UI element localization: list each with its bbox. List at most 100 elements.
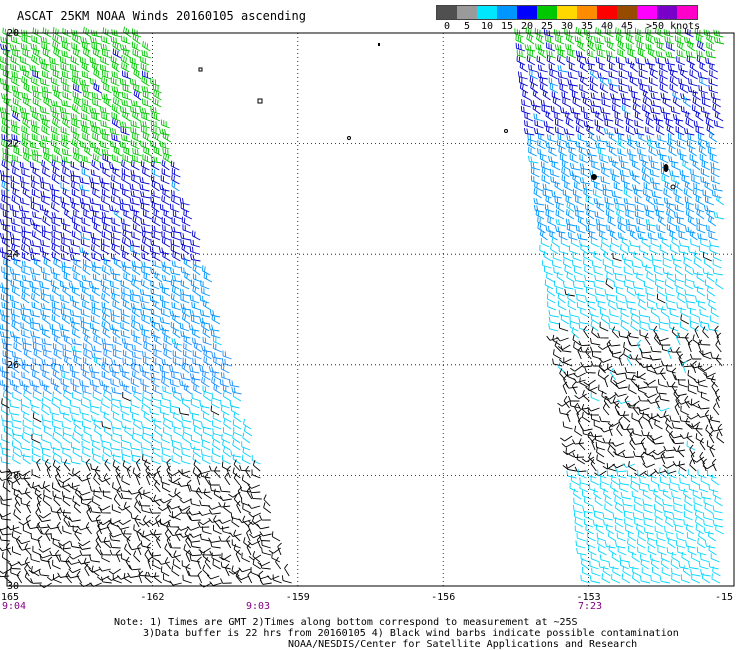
wind-barb — [563, 258, 572, 269]
wind-barb — [52, 27, 62, 38]
wind-barb — [80, 363, 90, 374]
wind-barb — [594, 495, 603, 507]
wind-barb — [544, 203, 555, 213]
wind-barb — [591, 567, 601, 577]
wind-barb — [672, 438, 684, 445]
wind-barb — [30, 161, 40, 171]
wind-barb — [246, 486, 253, 500]
wind-barb — [81, 104, 91, 115]
wind-barb — [21, 371, 31, 381]
wind-barb — [11, 76, 20, 87]
wind-barb — [180, 455, 191, 465]
wind-barb — [243, 425, 253, 437]
wind-barb — [81, 285, 91, 297]
wind-barb — [101, 370, 111, 381]
wind-barb — [143, 210, 153, 220]
wind-barb — [81, 433, 91, 444]
wind-barb — [170, 244, 180, 255]
wind-barb — [583, 511, 593, 521]
wind-barb — [19, 161, 30, 171]
wind-barb — [73, 209, 83, 220]
wind-barb — [52, 453, 61, 465]
wind-barb — [140, 378, 150, 388]
wind-barb — [50, 100, 62, 108]
wind-barb — [596, 454, 606, 465]
wind-barb — [202, 412, 212, 423]
wind-barb — [11, 243, 20, 255]
wind-barb — [49, 550, 62, 557]
wind-barb — [559, 83, 569, 94]
wind-barb — [139, 295, 150, 304]
wind-barb — [710, 375, 718, 388]
wind-barb — [593, 281, 604, 290]
wind-barb — [129, 289, 141, 297]
wind-barb — [26, 500, 32, 514]
wind-barb — [557, 133, 567, 143]
wind-barb — [21, 432, 31, 444]
legend-label: 45 — [620, 21, 634, 32]
wind-barb — [612, 512, 623, 521]
wind-barb — [22, 117, 31, 129]
wind-barb — [611, 573, 621, 584]
wind-barb — [641, 236, 650, 248]
wind-barb — [122, 349, 132, 360]
island-gardner — [378, 43, 380, 46]
wind-barb — [140, 191, 151, 199]
wind-barb — [121, 454, 131, 465]
wind-barb — [89, 485, 101, 493]
wind-barb — [545, 195, 555, 206]
wind-barb — [31, 440, 41, 451]
wind-barb — [111, 243, 120, 255]
wind-barb — [218, 554, 232, 561]
wind-barb — [14, 472, 21, 486]
wind-barb — [649, 364, 663, 370]
wind-barb — [199, 309, 211, 318]
wind-barb — [631, 260, 642, 269]
wind-barb — [71, 103, 81, 115]
wind-barb — [644, 332, 651, 346]
wind-barb — [597, 545, 607, 556]
wind-barb — [645, 110, 654, 122]
wind-barb — [10, 63, 20, 73]
wind-barb — [53, 145, 63, 157]
wind-barb — [576, 301, 587, 311]
wind-barb — [193, 384, 202, 395]
wind-barb — [1, 118, 11, 129]
wind-barb — [101, 195, 110, 206]
wind-barb — [39, 141, 50, 150]
wind-barb — [50, 279, 60, 290]
legend-label: 10 — [480, 21, 494, 32]
wind-barb — [593, 488, 602, 500]
east-swath — [514, 26, 725, 584]
wind-barb — [42, 454, 51, 465]
wind-barb — [72, 264, 81, 276]
wind-barb — [624, 274, 635, 283]
wind-barb — [131, 370, 141, 381]
wind-barb — [597, 538, 606, 549]
wind-barb — [132, 48, 142, 59]
wind-barb — [643, 182, 653, 192]
wind-barb — [689, 61, 699, 73]
wind-barb — [708, 231, 718, 241]
wind-barb — [554, 118, 564, 129]
wind-barb — [51, 397, 60, 409]
wind-barb — [111, 117, 121, 129]
wind-barb — [606, 40, 616, 52]
wind-barb — [596, 124, 605, 136]
wind-barb — [22, 419, 32, 430]
wind-barb — [689, 229, 698, 241]
wind-barb — [212, 342, 222, 353]
wind-barb — [193, 341, 202, 353]
wind-barb — [168, 553, 182, 559]
wind-barb — [102, 285, 111, 297]
wind-barb — [708, 299, 717, 311]
wind-barb — [241, 441, 251, 451]
wind-barb — [142, 154, 152, 164]
wind-barb — [151, 393, 162, 402]
wind-barb — [696, 546, 707, 556]
wind-barb — [643, 280, 654, 290]
note-line-2: 3)Data buffer is 22 hrs from 20160105 4)… — [143, 628, 679, 639]
wind-barb — [17, 539, 31, 545]
wind-barb — [68, 568, 81, 574]
wind-barb — [693, 378, 706, 384]
